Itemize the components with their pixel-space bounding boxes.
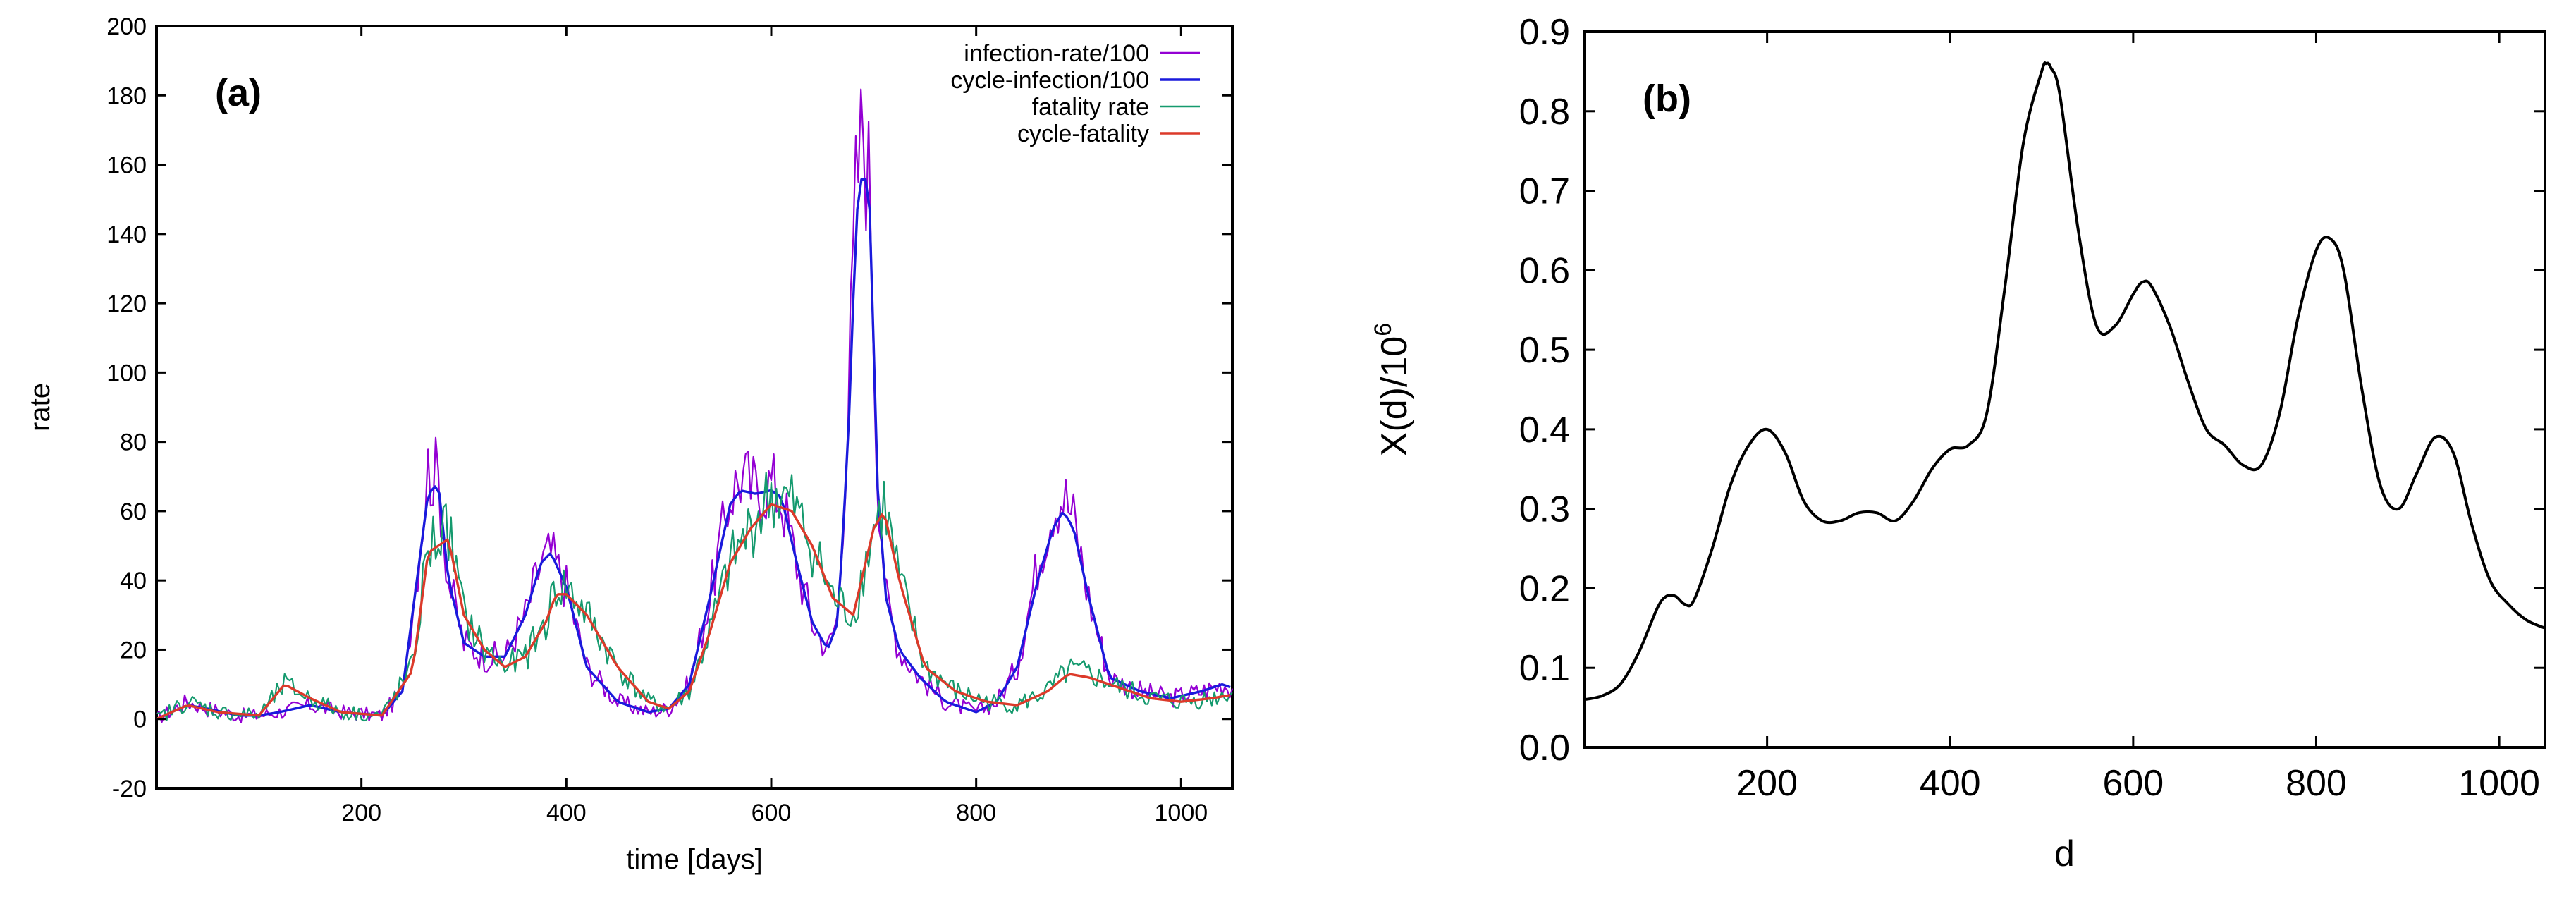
y-axis-label-b-main: X(d)/10 [1374,336,1415,457]
x-tick-label-b: 200 [1736,763,1798,804]
series-group-b [1583,61,2546,702]
y-tick-label-a: 60 [120,499,147,525]
y-axis-label-b: X(d)/106 [1370,323,1415,456]
series-group-a [156,88,1234,723]
y-tick-label-a: 20 [120,637,147,663]
x-tick-label-b: 600 [2102,763,2164,804]
legend-label-a: cycle-fatality [1017,121,1149,147]
y-tick-label-b: 0.5 [1519,330,1570,371]
y-tick-label-a: 180 [106,82,147,109]
series-line-a-0 [156,88,1234,723]
y-tick-label-a: 0 [133,707,147,733]
x-axis-label-a: time [days] [626,844,762,875]
x-tick-label-a: 800 [956,800,996,826]
legend-label-a: cycle-infection/100 [950,67,1149,94]
legend-a: infection-rate/100cycle-infection/100fat… [950,40,1200,147]
y-tick-label-a: 200 [106,13,147,40]
y-tick-label-a: 140 [106,221,147,248]
y-tick-label-b: 0.4 [1519,410,1570,451]
x-axis-label-b: d [2054,833,2075,874]
x-tick-label-a: 1000 [1155,800,1208,826]
x-tick-label-b: 400 [1920,763,1981,804]
y-tick-label-a: 120 [106,291,147,317]
y-tick-label-b: 0.1 [1519,648,1570,689]
x-tick-label-b: 800 [2286,763,2347,804]
series-line-a-1 [156,178,1231,721]
y-tick-label-b: 0.7 [1519,171,1570,212]
ticks-a: -20 0 20 40 60 80 100 120 140 160 180 200 200 400 600 8… [106,13,1232,826]
y-axis-label-a: rate [25,383,56,432]
legend-label-a: infection-rate/100 [964,40,1149,67]
panel-label-a: (a) [215,72,262,114]
plot-frame-a [155,25,1234,790]
y-tick-label-b: 0.0 [1519,728,1570,769]
x-tick-label-a: 200 [341,800,381,826]
y-tick-label-a: 40 [120,568,147,594]
y-tick-label-a: 160 [106,152,147,179]
y-tick-label-b: 0.3 [1519,489,1570,530]
plot-frame-b [1583,30,2546,749]
x-tick-label-b: 1000 [2458,763,2540,804]
y-tick-label-b: 0.8 [1519,92,1570,133]
panel-b: 0.0 0.1 0.2 0.3 0.4 0.5 0.6 0.7 0.8 0.9 200 400 600 8… [1370,12,2546,874]
y-tick-label-a: 100 [106,360,147,386]
x-tick-label-a: 400 [546,800,587,826]
panel-label-b: (b) [1643,78,1691,120]
ticks-b: 0.0 0.1 0.2 0.3 0.4 0.5 0.6 0.7 0.8 0.9 200 400 600 8… [1519,12,2545,804]
y-tick-label-b: 0.2 [1519,568,1570,609]
x-tick-label-a: 600 [752,800,792,826]
y-tick-label-b: 0.6 [1519,250,1570,291]
series-line-a-3 [156,503,1231,721]
y-tick-label-b: 0.9 [1519,12,1570,53]
y-axis-label-b-exponent: 6 [1370,323,1397,336]
y-tick-label-a: 80 [120,429,147,456]
series-line-b-0 [1583,61,2546,702]
legend-label-a: fatality rate [1032,94,1149,121]
y-tick-label-a: -20 [112,776,147,802]
panel-a: -20 0 20 40 60 80 100 120 140 160 180 200 200 400 600 8… [25,13,1234,875]
